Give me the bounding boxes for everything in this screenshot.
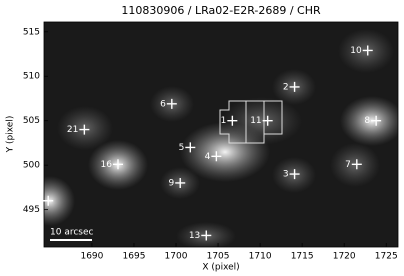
- star-label: 7: [345, 160, 351, 170]
- x-tick-label: 1690: [80, 252, 103, 262]
- x-tick-label: 1705: [207, 252, 230, 262]
- image-background: [25, 22, 404, 250]
- star-label: 8: [364, 116, 370, 126]
- chart-title: 110830906 / LRa02-E2R-2689 / CHR: [121, 4, 321, 17]
- y-axis-label: Y (pixel): [6, 116, 16, 154]
- x-tick-label: 1720: [333, 252, 356, 262]
- y-tick-label: 495: [23, 205, 40, 215]
- star-label: 13: [189, 231, 200, 241]
- x-tick-label: 1710: [249, 252, 272, 262]
- star-label: 6: [160, 99, 166, 109]
- star-label: 10: [350, 46, 362, 56]
- y-tick-label: 515: [23, 27, 40, 37]
- x-tick-label: 1695: [123, 252, 146, 262]
- star-label: 4: [205, 152, 211, 162]
- star-label: 21: [67, 125, 78, 135]
- x-tick-label: 1715: [291, 252, 314, 262]
- x-axis-label: X (pixel): [202, 263, 239, 273]
- chart: 10 arcsec 110830906 / LRa02-E2R-2689 / C…: [0, 0, 404, 272]
- x-tick-label: 1725: [375, 252, 398, 262]
- star-label: 16: [101, 160, 113, 170]
- star-label: 3: [283, 170, 289, 180]
- y-tick-label: 510: [23, 72, 40, 82]
- y-tick-label: 505: [23, 116, 40, 126]
- star-label: 9: [168, 178, 174, 188]
- y-tick-label: 500: [23, 161, 40, 171]
- x-tick-label: 1700: [165, 252, 188, 262]
- star-label: 1: [221, 116, 227, 126]
- star-label: 11: [250, 116, 261, 126]
- star-label: 5: [179, 143, 185, 153]
- star-label: 2: [283, 82, 289, 92]
- scale-bar-label: 10 arcsec: [50, 228, 94, 238]
